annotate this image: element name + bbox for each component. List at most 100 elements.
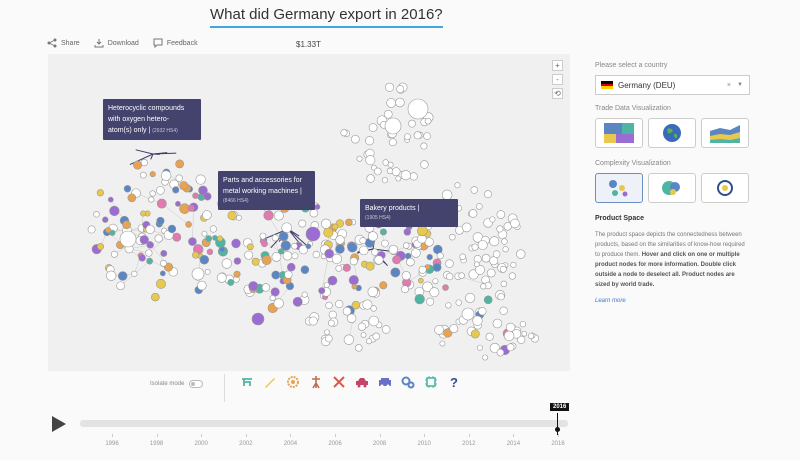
product-node[interactable] bbox=[206, 248, 214, 256]
product-node[interactable] bbox=[106, 270, 117, 281]
product-node[interactable] bbox=[148, 196, 155, 203]
product-node[interactable] bbox=[360, 332, 367, 338]
product-node[interactable] bbox=[499, 265, 507, 273]
product-node[interactable] bbox=[426, 297, 435, 306]
product-node[interactable] bbox=[318, 287, 326, 295]
product-node[interactable] bbox=[470, 186, 478, 194]
product-node[interactable] bbox=[390, 267, 401, 278]
product-node[interactable] bbox=[461, 222, 472, 233]
product-node[interactable] bbox=[492, 250, 501, 258]
product-node[interactable] bbox=[195, 174, 206, 185]
product-node[interactable] bbox=[476, 344, 483, 351]
product-node[interactable] bbox=[139, 235, 149, 245]
product-node[interactable] bbox=[188, 237, 197, 246]
product-node[interactable] bbox=[179, 181, 189, 191]
product-node[interactable] bbox=[454, 182, 461, 189]
vehicles-icon[interactable] bbox=[355, 375, 369, 389]
product-node[interactable] bbox=[298, 219, 307, 228]
product-node[interactable] bbox=[156, 198, 167, 209]
product-node[interactable] bbox=[489, 236, 500, 247]
product-node[interactable] bbox=[382, 159, 389, 166]
product-node[interactable] bbox=[87, 225, 96, 234]
product-node[interactable] bbox=[105, 227, 112, 234]
ring-button[interactable] bbox=[701, 173, 749, 203]
product-node[interactable] bbox=[395, 97, 405, 108]
product-node[interactable] bbox=[335, 244, 345, 254]
product-node[interactable] bbox=[221, 258, 232, 269]
product-node[interactable] bbox=[385, 82, 395, 92]
product-node[interactable] bbox=[159, 270, 166, 277]
product-space-graph[interactable]: Heterocyclic compounds with oxygen heter… bbox=[48, 54, 570, 371]
product-node[interactable] bbox=[370, 305, 377, 312]
product-node[interactable] bbox=[403, 242, 410, 249]
product-node[interactable] bbox=[246, 243, 254, 251]
product-node[interactable] bbox=[489, 342, 500, 354]
product-node[interactable] bbox=[470, 329, 480, 339]
chemicals-icon[interactable] bbox=[332, 375, 346, 389]
product-node[interactable] bbox=[503, 330, 515, 342]
product-node[interactable] bbox=[308, 316, 318, 326]
product-node[interactable] bbox=[349, 257, 358, 266]
product-node[interactable] bbox=[300, 265, 310, 274]
graph-nodes[interactable] bbox=[87, 82, 540, 361]
product-node[interactable] bbox=[286, 262, 296, 272]
product-space-button[interactable] bbox=[595, 173, 643, 203]
product-node[interactable] bbox=[396, 85, 405, 94]
product-node[interactable] bbox=[261, 283, 271, 292]
product-node[interactable] bbox=[477, 240, 488, 250]
stone-icon[interactable] bbox=[263, 375, 277, 389]
product-node[interactable] bbox=[343, 334, 355, 345]
product-node[interactable] bbox=[278, 231, 289, 241]
product-node[interactable] bbox=[261, 255, 272, 266]
product-node[interactable] bbox=[191, 267, 205, 281]
product-node[interactable] bbox=[366, 338, 372, 345]
product-node[interactable] bbox=[484, 190, 492, 199]
feasibility-button[interactable] bbox=[648, 173, 696, 203]
product-node[interactable] bbox=[227, 210, 237, 221]
product-node[interactable] bbox=[156, 278, 166, 289]
minerals-icon[interactable] bbox=[286, 375, 300, 389]
play-button[interactable] bbox=[52, 416, 66, 432]
product-node[interactable] bbox=[145, 249, 153, 257]
product-node[interactable] bbox=[401, 285, 409, 294]
product-node[interactable] bbox=[373, 167, 382, 176]
product-node[interactable] bbox=[342, 263, 351, 272]
product-node[interactable] bbox=[502, 246, 509, 253]
product-node[interactable] bbox=[486, 268, 496, 278]
product-node[interactable] bbox=[356, 155, 363, 162]
feedback-button[interactable]: Feedback bbox=[153, 38, 198, 48]
product-node[interactable] bbox=[282, 251, 293, 261]
product-node[interactable] bbox=[418, 277, 424, 284]
product-node[interactable] bbox=[324, 334, 333, 343]
product-node[interactable] bbox=[496, 225, 504, 233]
product-node[interactable] bbox=[365, 136, 375, 146]
product-node[interactable] bbox=[348, 275, 359, 286]
product-node[interactable] bbox=[391, 167, 401, 177]
product-node[interactable] bbox=[261, 240, 268, 248]
product-node[interactable] bbox=[172, 186, 180, 194]
product-node[interactable] bbox=[517, 335, 526, 344]
product-node[interactable] bbox=[445, 302, 452, 309]
product-node[interactable] bbox=[284, 270, 293, 279]
product-node[interactable] bbox=[380, 228, 387, 236]
learn-more-link[interactable]: Learn more bbox=[595, 298, 626, 304]
product-node[interactable] bbox=[395, 175, 402, 182]
product-node[interactable] bbox=[160, 170, 172, 181]
product-node[interactable] bbox=[461, 307, 475, 321]
product-node[interactable] bbox=[368, 123, 378, 132]
product-node[interactable] bbox=[362, 299, 373, 310]
product-node[interactable] bbox=[468, 209, 478, 218]
product-node[interactable] bbox=[406, 257, 415, 267]
product-node[interactable] bbox=[423, 132, 431, 140]
product-node[interactable] bbox=[216, 272, 227, 283]
product-node[interactable] bbox=[335, 264, 343, 272]
product-node[interactable] bbox=[291, 252, 299, 260]
product-node[interactable] bbox=[482, 354, 489, 361]
product-node[interactable] bbox=[123, 185, 132, 193]
product-node[interactable] bbox=[209, 225, 217, 233]
product-node[interactable] bbox=[320, 218, 332, 229]
product-node[interactable] bbox=[109, 229, 116, 236]
product-node[interactable] bbox=[301, 291, 308, 298]
product-node[interactable] bbox=[417, 225, 428, 237]
product-node[interactable] bbox=[251, 312, 265, 326]
